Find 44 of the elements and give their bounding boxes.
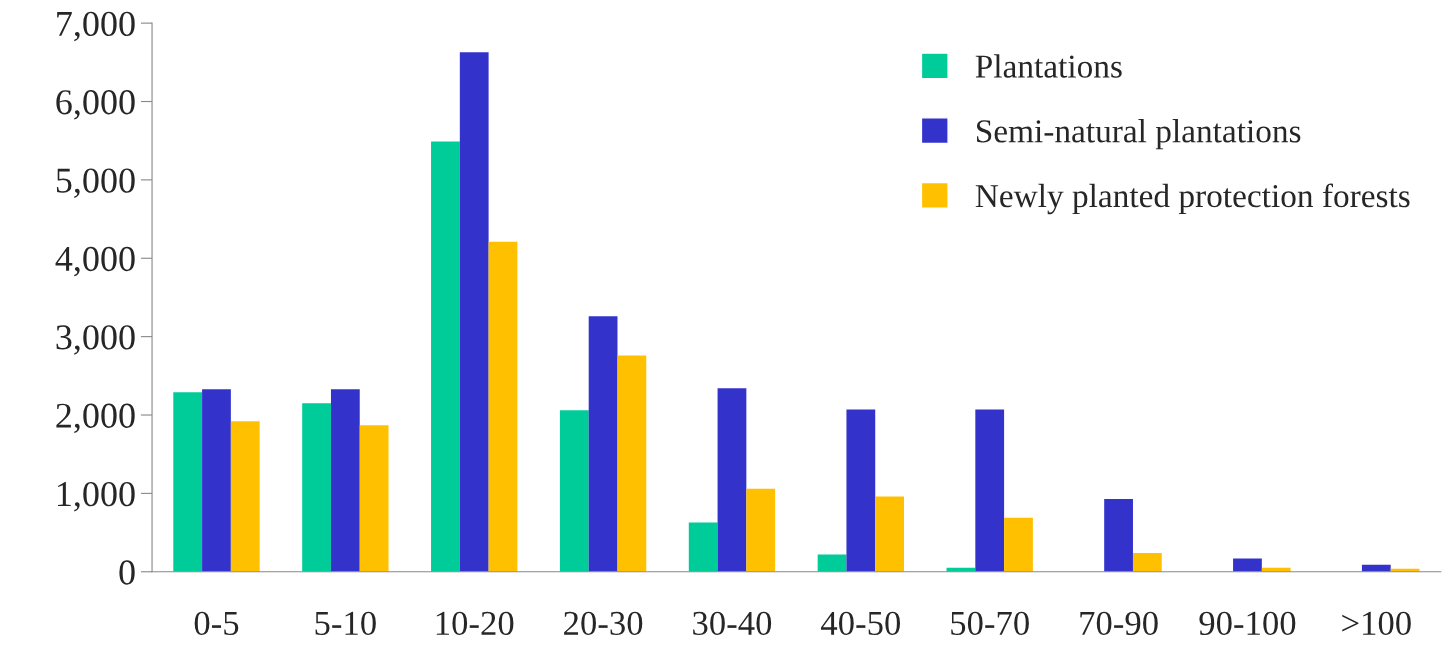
- x-tick-label: 50-70: [951, 611, 1029, 636]
- bar: [746, 488, 776, 572]
- y-tick-label: 2,000: [56, 403, 135, 434]
- bar: [817, 554, 847, 572]
- bar: [488, 241, 518, 572]
- bar: [617, 355, 647, 572]
- y-tick-label: 6,000: [56, 90, 135, 120]
- bar: [330, 389, 360, 572]
- legend-label: Newly planted protection forests: [975, 183, 1410, 215]
- bar: [975, 409, 1005, 572]
- bar: [431, 141, 460, 572]
- bar: [1104, 498, 1133, 572]
- y-tick-label: 5,000: [56, 168, 135, 198]
- y-tick-label: 4,000: [55, 246, 135, 277]
- y-tick-label: 7,000: [57, 11, 135, 42]
- y-tick-label: 1,000: [57, 481, 135, 512]
- x-tick-label: 5-10: [315, 611, 376, 636]
- bar: [230, 421, 260, 572]
- bar: [173, 392, 203, 572]
- bar: [588, 316, 618, 572]
- bar: [1233, 558, 1262, 572]
- x-tick-label: 30-40: [693, 611, 772, 636]
- bar: [875, 496, 905, 572]
- x-tick-label: 90-100: [1199, 611, 1296, 636]
- bar: [302, 403, 331, 572]
- bar: [1132, 552, 1162, 572]
- legend-label: Semi-natural plantations: [976, 119, 1301, 150]
- bar: [559, 410, 589, 572]
- bar: [717, 388, 747, 572]
- y-tick-label: 3,000: [56, 325, 135, 355]
- x-tick-label: 0-5: [194, 611, 239, 636]
- legend-label: Plantations: [975, 54, 1122, 78]
- bar: [202, 389, 231, 572]
- x-tick-label: 70-90: [1080, 611, 1158, 636]
- x-tick-label: >100: [1342, 611, 1411, 636]
- bar: [1004, 517, 1033, 572]
- bar: [846, 409, 876, 572]
- bar: [459, 52, 489, 572]
- x-tick-label: 20-30: [564, 611, 643, 636]
- y-tick-label: 0: [119, 560, 135, 585]
- bar: [359, 425, 389, 572]
- x-tick-label: 10-20: [436, 611, 514, 636]
- x-tick-label: 40-50: [821, 611, 901, 636]
- bar: [688, 522, 718, 572]
